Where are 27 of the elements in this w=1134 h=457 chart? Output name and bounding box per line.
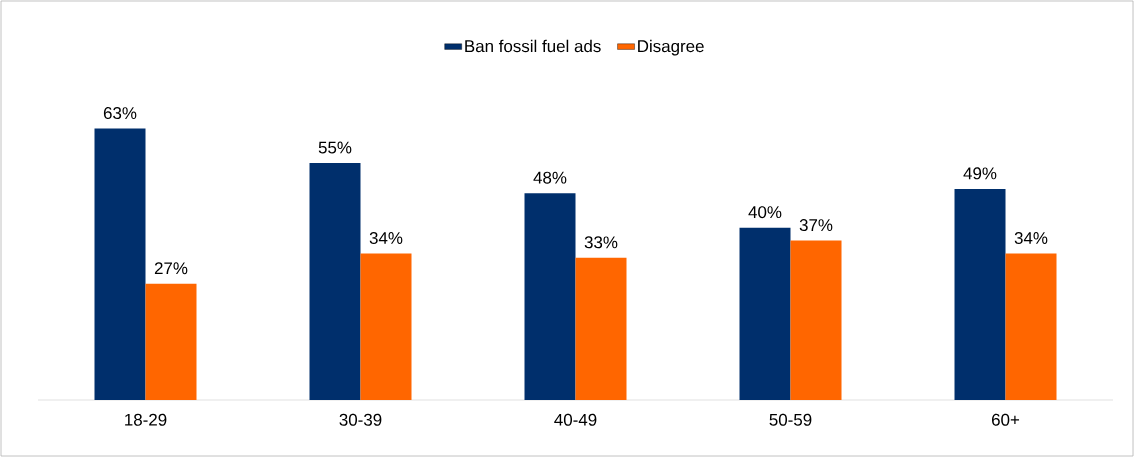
bar: [360, 253, 412, 400]
data-label: 27%: [154, 262, 188, 275]
bar: [739, 227, 791, 400]
x-tick-label: 60+: [992, 413, 1020, 426]
legend-label: Ban fossil fuel ads: [465, 39, 601, 53]
x-tick-label: 30-39: [339, 413, 382, 426]
bar: [1005, 253, 1057, 400]
legend-label: Disagree: [638, 39, 704, 56]
data-label: 34%: [1014, 232, 1048, 244]
x-tick-label: 50-59: [769, 413, 812, 426]
data-label: 40%: [748, 206, 782, 219]
data-label: 48%: [533, 171, 567, 184]
bar: [790, 240, 842, 400]
bar: [575, 257, 627, 400]
data-label: 37%: [799, 219, 833, 232]
bar: [309, 163, 361, 400]
data-label: 55%: [318, 141, 352, 154]
data-label: 33%: [584, 236, 618, 249]
bar: [954, 188, 1006, 400]
data-label: 49%: [963, 167, 997, 180]
x-tick-label: 40-49: [554, 413, 597, 426]
bar: [94, 128, 146, 400]
data-label: 34%: [369, 232, 403, 244]
bar: [145, 283, 197, 400]
bar: [524, 193, 576, 400]
data-label: 63%: [103, 107, 137, 120]
x-tick-label: 18-29: [125, 413, 167, 426]
